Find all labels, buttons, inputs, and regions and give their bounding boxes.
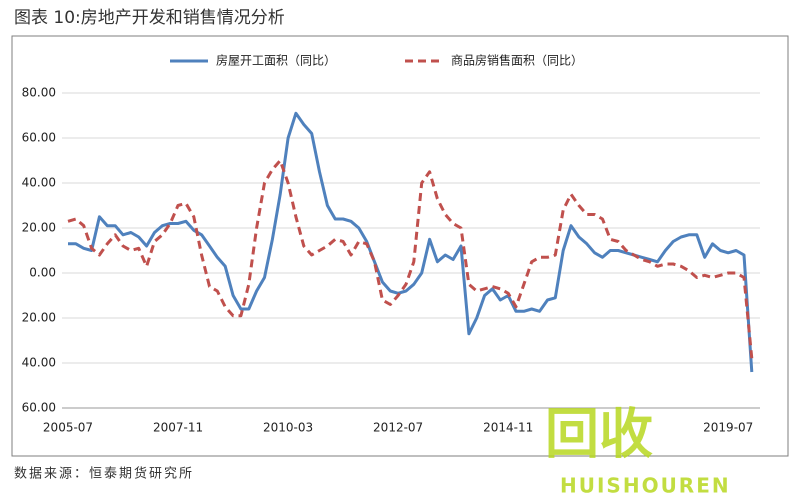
y-tick-label: 40.00 [22, 176, 56, 190]
legend-label: 房屋开工面积（同比） [216, 53, 336, 68]
y-tick-label: 60.00 [22, 131, 56, 145]
y-tick-label: 60.00 [22, 401, 56, 415]
series-line [68, 111, 754, 373]
y-tick-label: 0.00 [29, 266, 56, 280]
source-note: 数据来源：恒泰期货研究所 [14, 466, 194, 482]
x-tick-label: 2019-07 [703, 421, 753, 435]
x-tick-label: 2010-03 [263, 421, 313, 435]
chart-title: 图表 10:房地产开发和销售情况分析 [14, 8, 285, 28]
watermark: HUISHOUREN [560, 474, 731, 498]
x-tick-label: 2014-11 [483, 421, 533, 435]
x-tick-label: 2012-07 [373, 421, 423, 435]
y-tick-label: 40.00 [22, 356, 56, 370]
chart-frame [11, 35, 789, 457]
legend-label: 商品房销售面积（同比） [451, 53, 583, 68]
y-tick-label: 20.00 [22, 311, 56, 325]
series-line [67, 159, 754, 359]
x-tick-label: 2005-07 [43, 421, 93, 435]
y-tick-label: 80.00 [22, 86, 56, 100]
watermark: 回收 [545, 403, 653, 466]
x-tick-label: 2007-11 [153, 421, 203, 435]
y-tick-label: 20.00 [22, 221, 56, 235]
